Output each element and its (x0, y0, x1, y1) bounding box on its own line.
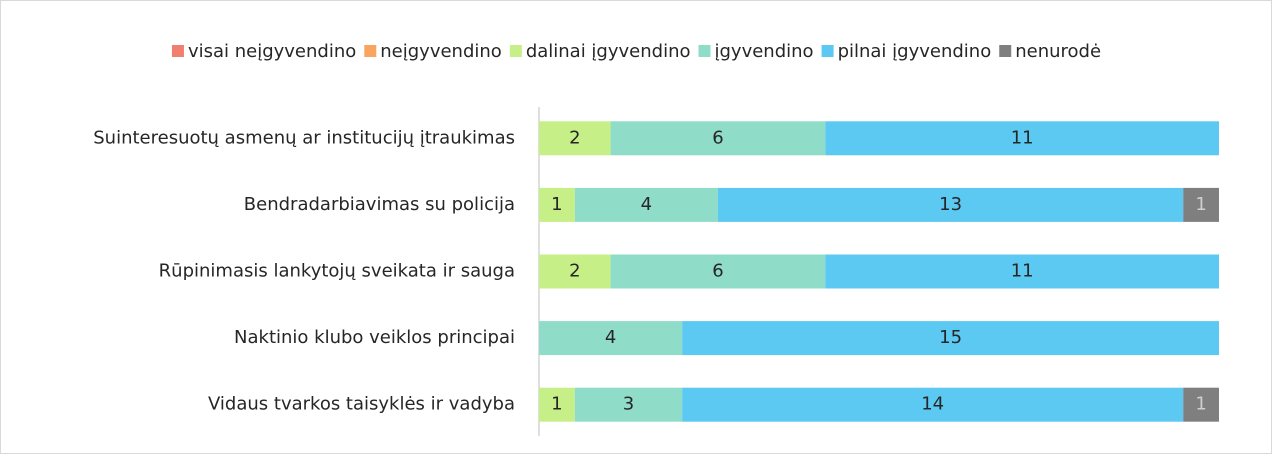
data-label: 11 (1011, 127, 1034, 148)
data-label: 3 (623, 394, 634, 415)
data-label: 1 (551, 394, 562, 415)
y-tick-label: Rūpinimasis lankytojų sveikata ir sauga (159, 261, 515, 282)
data-label: 1 (1195, 194, 1206, 215)
bar-segment (539, 187, 575, 222)
data-label: 13 (939, 194, 962, 215)
bar-segment (1183, 187, 1219, 222)
bar-segment (717, 187, 1184, 222)
data-label: 6 (712, 127, 723, 148)
bar-segment (682, 321, 1219, 356)
legend-swatch (999, 45, 1012, 57)
data-label: 1 (1195, 394, 1206, 415)
legend-swatch (171, 45, 184, 57)
legend-label: pilnai įgyvendino (838, 41, 992, 62)
legend-swatch (698, 45, 711, 57)
data-label: 2 (569, 127, 580, 148)
data-label: 2 (569, 261, 580, 282)
legend-label: neįgyvendino (380, 41, 502, 62)
bar-segment (574, 387, 683, 422)
bar-segment (682, 387, 1184, 422)
legend-swatch (509, 45, 522, 57)
bar-segment (610, 121, 826, 156)
legend-label: dalinai įgyvendino (526, 41, 691, 62)
bar-segment (825, 121, 1219, 156)
legend-swatch (821, 45, 834, 57)
data-label: 14 (921, 394, 944, 415)
y-tick-label: Naktinio klubo veiklos principai (234, 327, 515, 348)
legend-label: įgyvendino (715, 41, 814, 62)
data-label: 11 (1011, 261, 1034, 282)
legend-label: visai neįgyvendino (188, 41, 356, 62)
data-label: 15 (939, 327, 962, 348)
legend-swatch (364, 45, 377, 57)
bar-segment (574, 187, 718, 222)
data-label: 4 (641, 194, 652, 215)
bar-segment (539, 254, 611, 289)
bar-segment (610, 254, 826, 289)
bar-segment (825, 254, 1219, 289)
y-tick-label: Suinteresuotų asmenų ar institucijų įtra… (93, 127, 515, 148)
y-tick-label: Bendradarbiavimas su policija (244, 194, 515, 215)
data-label: 6 (712, 261, 723, 282)
bar-segment (1183, 387, 1219, 422)
bar-segment (539, 121, 611, 156)
y-tick-label: Vidaus tvarkos taisyklės ir vadyba (208, 394, 515, 415)
legend-label: nenurodė (1015, 41, 1101, 62)
bar-segment (539, 387, 575, 422)
data-label: 4 (605, 327, 616, 348)
bar-segment (539, 321, 683, 356)
data-label: 1 (551, 194, 562, 215)
